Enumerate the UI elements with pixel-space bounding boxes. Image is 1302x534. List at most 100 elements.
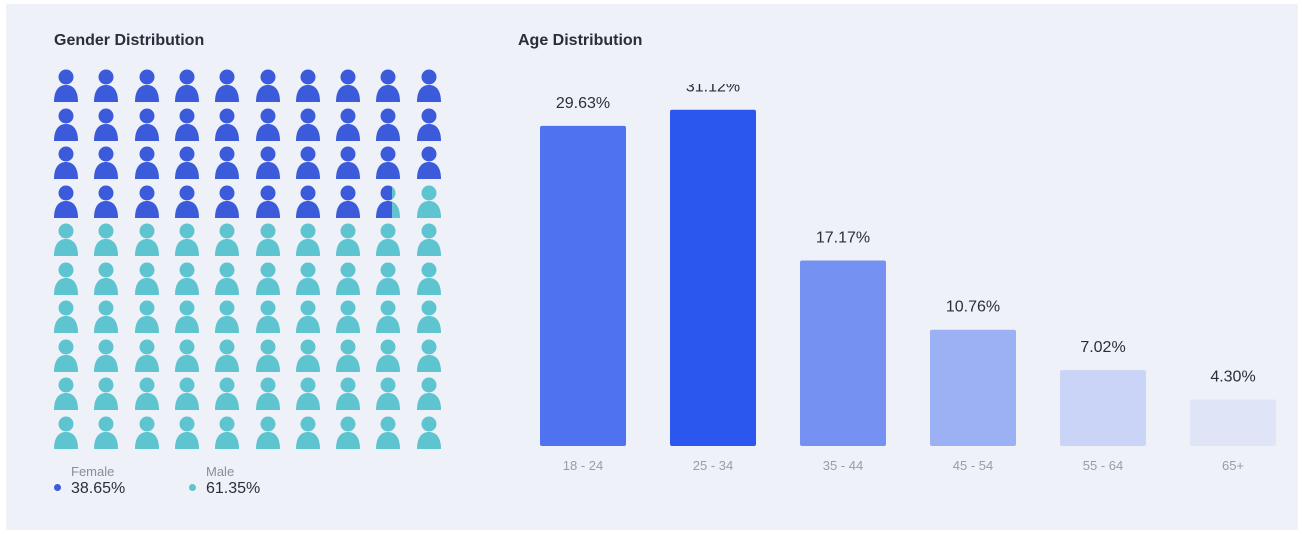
- age-bar[interactable]: [670, 109, 756, 447]
- age-distribution-title: Age Distribution: [518, 32, 643, 49]
- person-icon: [254, 68, 282, 102]
- age-bar-value-label: 17.17%: [816, 229, 870, 246]
- age-bar[interactable]: [1190, 399, 1276, 446]
- person-icon: [92, 222, 120, 256]
- person-icon: [415, 222, 443, 256]
- male-legend-label: Male: [206, 464, 235, 479]
- person-icon: [92, 68, 120, 102]
- person-icon: [173, 338, 201, 372]
- person-icon: [374, 376, 402, 410]
- person-icon: [173, 184, 201, 218]
- age-category-label: 18 - 24: [563, 458, 603, 473]
- person-icon: [374, 261, 402, 295]
- person-icon: [254, 184, 282, 218]
- person-icon: [52, 261, 80, 295]
- person-icon: [294, 107, 322, 141]
- person-icon: [173, 376, 201, 410]
- age-bar-value-label: 29.63%: [556, 95, 610, 112]
- person-icon: [133, 145, 161, 179]
- person-icon: [254, 376, 282, 410]
- person-icon: [254, 261, 282, 295]
- age-category-label: 65+: [1222, 458, 1244, 473]
- person-icon: [133, 107, 161, 141]
- person-icon: [374, 145, 402, 179]
- person-icon: [294, 376, 322, 410]
- age-bar-value-label: 10.76%: [946, 299, 1000, 316]
- person-icon: [173, 261, 201, 295]
- person-icon: [133, 68, 161, 102]
- person-icon: [294, 338, 322, 372]
- person-icon: [92, 261, 120, 295]
- person-icon: [334, 68, 362, 102]
- person-icon: [213, 299, 241, 333]
- person-icon: [173, 107, 201, 141]
- person-icon: [213, 261, 241, 295]
- person-icon: [173, 222, 201, 256]
- person-icon: [213, 415, 241, 449]
- female-legend-value: 38.65%: [71, 480, 126, 497]
- gender-pictogram: [52, 68, 452, 454]
- male-legend-value: 61.35%: [206, 480, 261, 497]
- person-icon: [52, 68, 80, 102]
- person-icon: [133, 299, 161, 333]
- person-icon: [52, 107, 80, 141]
- person-icon: [213, 107, 241, 141]
- person-icon: [334, 222, 362, 256]
- age-category-label: 45 - 54: [953, 458, 993, 473]
- person-icon: [133, 261, 161, 295]
- person-icon: [294, 184, 322, 218]
- person-icon: [374, 68, 402, 102]
- person-icon: [415, 376, 443, 410]
- person-icon: [254, 415, 282, 449]
- female-legend-label: Female: [71, 464, 115, 479]
- person-icon: [254, 338, 282, 372]
- person-icon: [52, 299, 80, 333]
- person-icon: [213, 184, 241, 218]
- person-icon: [294, 68, 322, 102]
- person-icon: [294, 261, 322, 295]
- age-bar[interactable]: [540, 125, 626, 447]
- person-icon: [92, 107, 120, 141]
- person-icon: [254, 299, 282, 333]
- person-icon: [173, 68, 201, 102]
- person-icon: [294, 415, 322, 449]
- person-icon: [52, 376, 80, 410]
- person-icon: [92, 338, 120, 372]
- age-bar[interactable]: [930, 329, 1016, 446]
- female-legend-dot: [54, 484, 61, 491]
- person-icon: [133, 376, 161, 410]
- age-bar[interactable]: [1060, 370, 1146, 446]
- person-icon: [133, 415, 161, 449]
- person-icon: [374, 184, 402, 218]
- person-icon: [415, 145, 443, 179]
- person-icon: [173, 415, 201, 449]
- person-icon: [334, 299, 362, 333]
- person-icon: [334, 107, 362, 141]
- person-icon: [92, 184, 120, 218]
- age-category-label: 55 - 64: [1083, 458, 1123, 473]
- person-icon: [334, 261, 362, 295]
- male-legend-dot: [189, 484, 196, 491]
- person-icon: [294, 222, 322, 256]
- person-icon: [92, 145, 120, 179]
- age-bar-chart: 29.63% 18 - 24 31.12% 25 - 34 17.17% 35 - 44 1…: [540, 84, 1276, 473]
- person-icon: [254, 107, 282, 141]
- person-icon: [374, 107, 402, 141]
- person-icon: [415, 261, 443, 295]
- person-icon: [254, 222, 282, 256]
- person-icon: [334, 415, 362, 449]
- person-icon: [213, 376, 241, 410]
- person-icon: [374, 222, 402, 256]
- age-bar-value-label: 4.30%: [1210, 369, 1255, 386]
- person-icon: [92, 376, 120, 410]
- person-icon: [52, 338, 80, 372]
- person-icon: [213, 68, 241, 102]
- person-icon: [213, 222, 241, 256]
- gender-distribution-title: Gender Distribution: [54, 32, 205, 49]
- person-icon: [213, 145, 241, 179]
- age-bar[interactable]: [800, 260, 886, 446]
- person-icon: [133, 222, 161, 256]
- person-icon: [52, 145, 80, 179]
- person-icon: [92, 299, 120, 333]
- person-icon: [133, 338, 161, 372]
